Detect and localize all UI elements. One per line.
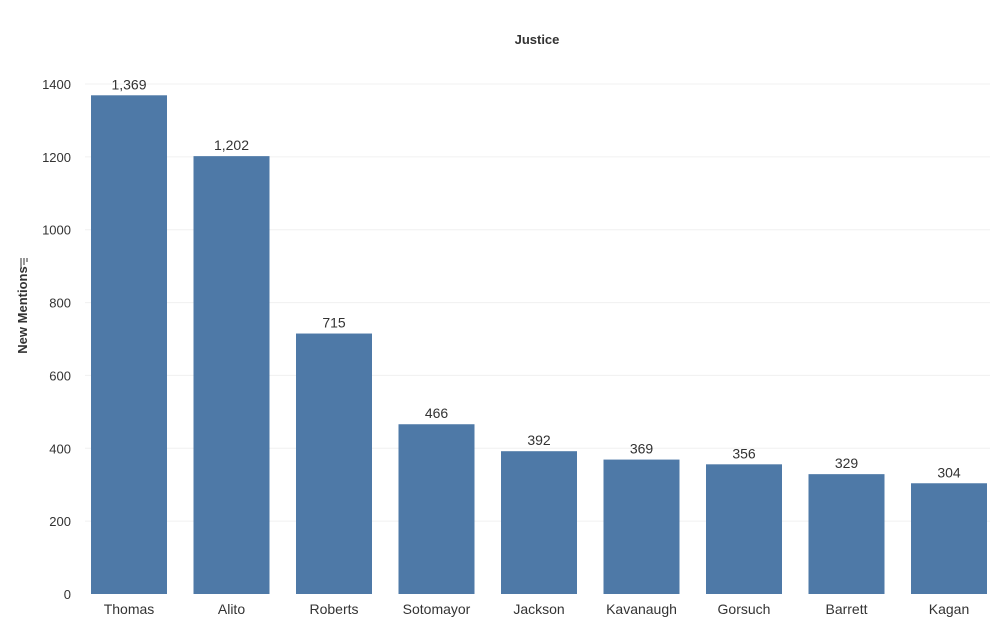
y-tick-label: 1200	[42, 150, 71, 165]
bar-jackson[interactable]	[501, 451, 577, 594]
x-tick-label: Barrett	[825, 601, 867, 617]
y-tick-label: 1400	[42, 77, 71, 92]
x-tick-label: Kavanaugh	[606, 601, 677, 617]
bars[interactable]	[91, 95, 987, 595]
data-label: 392	[527, 432, 551, 448]
data-labels: 1,369 1,202 715 466 392 369 356 329 304	[111, 76, 960, 480]
x-tick-label: Sotomayor	[403, 601, 471, 617]
data-label: 1,202	[214, 137, 249, 153]
data-label: 369	[630, 441, 654, 457]
y-tick-label: 0	[64, 587, 71, 602]
x-tick-label: Alito	[218, 601, 245, 617]
x-tick-label: Gorsuch	[718, 601, 771, 617]
y-tick-label: 400	[49, 441, 71, 456]
bar-thomas[interactable]	[91, 95, 167, 595]
bar-kavanaugh[interactable]	[603, 459, 680, 594]
data-label: 466	[425, 405, 449, 421]
y-tick-label: 800	[49, 296, 71, 311]
bar-barrett[interactable]	[808, 474, 885, 594]
data-label: 356	[732, 445, 756, 461]
x-tick-label: Kagan	[929, 601, 969, 617]
bar-gorsuch[interactable]	[706, 464, 782, 594]
x-tick-label: Thomas	[104, 601, 155, 617]
y-tick-label: 200	[49, 514, 71, 529]
x-axis-ticks: Thomas Alito Roberts Sotomayor Jackson Kavana…	[104, 601, 970, 617]
y-tick-label: 1000	[42, 223, 71, 238]
bar-sotomayor[interactable]	[398, 424, 475, 594]
data-label: 715	[322, 315, 346, 331]
y-axis-title: New Mentions	[15, 266, 30, 353]
chart-title: Justice	[515, 32, 560, 47]
x-tick-label: Jackson	[513, 601, 564, 617]
bar-kagan[interactable]	[911, 483, 987, 594]
bar-alito[interactable]	[193, 156, 270, 594]
y-axis-title-group: New Mentions	[15, 266, 30, 353]
sort-descending-icon[interactable]	[20, 258, 28, 268]
x-tick-label: Roberts	[309, 601, 358, 617]
data-label: 329	[835, 455, 859, 471]
data-label: 1,369	[111, 76, 146, 92]
bar-roberts[interactable]	[296, 333, 372, 594]
y-axis-ticks: 0 200 400 600 800 1000 1200 1400	[42, 77, 71, 602]
data-label: 304	[937, 464, 961, 480]
y-tick-label: 600	[49, 368, 71, 383]
